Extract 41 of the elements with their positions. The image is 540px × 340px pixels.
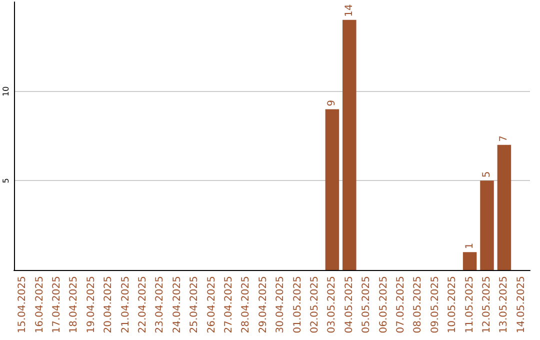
x-tick-label: 27.04.2025	[224, 276, 234, 334]
x-tick-label: 09.05.2025	[430, 276, 441, 334]
x-tick-label: 19.04.2025	[86, 276, 97, 334]
x-tick-label: 06.05.2025	[378, 276, 390, 334]
x-tick-label: 02.05.2025	[310, 276, 320, 334]
x-tick-label: 08.05.2025	[412, 276, 424, 334]
x-tick-label: 18.04.2025	[68, 276, 80, 334]
x-tick-label: 15.04.2025	[17, 276, 28, 334]
bar	[480, 180, 494, 270]
x-tick-label: 21.04.2025	[120, 276, 132, 334]
x-tick-label: 03.05.2025	[326, 276, 338, 334]
x-tick-label: 04.05.2025	[344, 276, 355, 334]
x-tick-label: 12.05.2025	[482, 276, 492, 334]
bar	[497, 144, 512, 270]
x-tick-label: 07.05.2025	[396, 276, 406, 334]
x-tick-label: 28.04.2025	[240, 276, 252, 334]
y-tick-label: 10	[2, 86, 10, 96]
x-tick-label: 10.05.2025	[447, 276, 458, 334]
x-tick-label: 29.04.2025	[258, 276, 269, 334]
data-label: 9	[326, 100, 338, 106]
x-tick-label: 16.04.2025	[34, 276, 46, 334]
x-tick-label: 20.04.2025	[103, 276, 114, 334]
x-tick-label: 01.05.2025	[292, 276, 304, 334]
bar	[462, 252, 477, 270]
x-tick-label: 22.04.2025	[138, 276, 148, 334]
x-tick-label: 24.04.2025	[172, 276, 183, 334]
x-tick-label: 13.05.2025	[498, 276, 510, 334]
data-label: 14	[344, 4, 355, 17]
x-tick-label: 25.04.2025	[189, 276, 200, 334]
x-tick-label: 17.04.2025	[52, 276, 62, 334]
x-tick-label: 23.04.2025	[154, 276, 166, 334]
x-tick-label: 14.05.2025	[516, 276, 527, 334]
data-label: 5	[482, 171, 492, 178]
x-tick-label: 05.05.2025	[361, 276, 372, 334]
bar	[325, 109, 340, 270]
x-tick-label: 11.05.2025	[464, 276, 476, 334]
x-tick-label: 26.04.2025	[206, 276, 218, 334]
data-label: 7	[498, 136, 510, 142]
x-tick-label: 30.04.2025	[275, 276, 286, 334]
bar	[342, 20, 356, 270]
data-label: 1	[464, 242, 476, 250]
